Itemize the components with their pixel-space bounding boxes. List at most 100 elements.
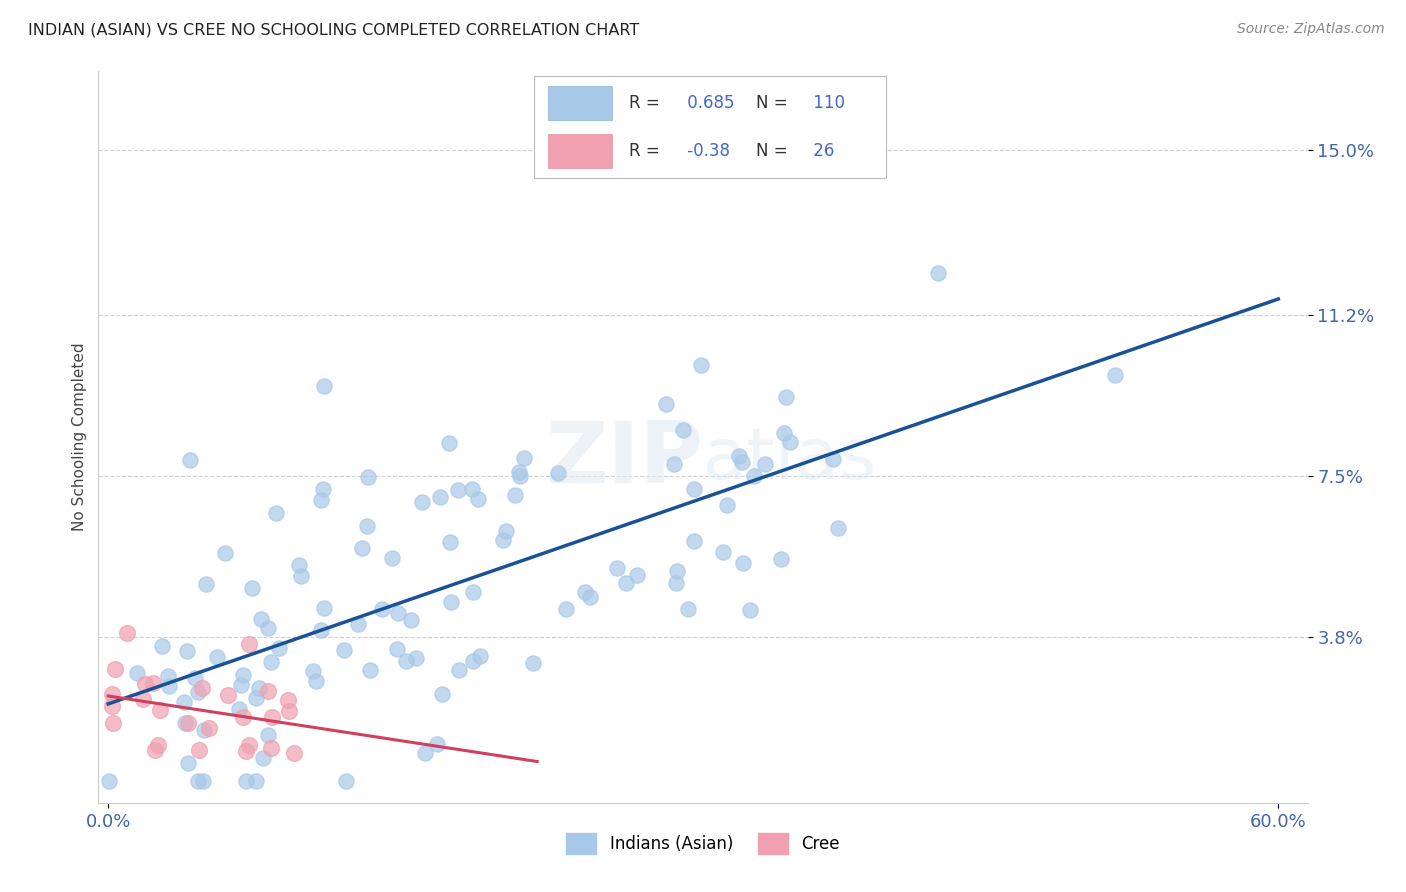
Point — [256, 683, 278, 698]
Point — [508, 465, 530, 479]
Point — [733, 556, 755, 570]
Point — [184, 672, 207, 686]
Point — [193, 774, 215, 789]
Point — [740, 603, 762, 617]
Point — [823, 451, 845, 466]
Point — [195, 577, 218, 591]
FancyBboxPatch shape — [548, 87, 612, 120]
Point — [672, 423, 695, 437]
Point — [429, 491, 451, 505]
Text: N =: N = — [756, 94, 787, 112]
Point — [238, 738, 260, 752]
Point — [682, 533, 704, 548]
Point — [173, 695, 195, 709]
Point — [245, 774, 267, 789]
Point — [779, 434, 801, 449]
Point — [492, 533, 515, 547]
Point — [257, 729, 280, 743]
Point — [177, 756, 200, 771]
Point — [426, 737, 449, 751]
Point — [134, 676, 156, 690]
Point — [235, 744, 257, 758]
Point — [217, 688, 239, 702]
Text: 26: 26 — [808, 142, 835, 161]
Point — [287, 558, 309, 572]
Point — [312, 379, 335, 393]
Point — [193, 723, 215, 737]
Point — [260, 740, 283, 755]
Point — [104, 662, 127, 676]
Point — [415, 746, 437, 760]
Point — [267, 641, 290, 656]
Point — [197, 721, 219, 735]
Point — [405, 651, 427, 665]
Point — [440, 595, 463, 609]
Point — [257, 621, 280, 635]
Point — [305, 673, 328, 688]
Point — [387, 606, 409, 620]
Point — [395, 654, 418, 668]
Point — [187, 774, 209, 789]
Point — [827, 521, 849, 535]
Point — [228, 702, 250, 716]
Point — [356, 518, 378, 533]
Point — [509, 469, 531, 483]
Point — [188, 743, 211, 757]
Point — [711, 545, 734, 559]
Point — [616, 575, 638, 590]
Point — [773, 426, 796, 441]
Point — [232, 710, 254, 724]
Point — [359, 663, 381, 677]
Point — [101, 716, 124, 731]
Point — [179, 453, 201, 467]
Point — [463, 585, 485, 599]
Point — [247, 681, 270, 696]
Point — [277, 693, 299, 707]
Point — [309, 492, 332, 507]
Legend: Indians (Asian), Cree: Indians (Asian), Cree — [560, 827, 846, 860]
Text: INDIAN (ASIAN) VS CREE NO SCHOOLING COMPLETED CORRELATION CHART: INDIAN (ASIAN) VS CREE NO SCHOOLING COMP… — [28, 22, 640, 37]
Point — [214, 546, 236, 560]
Point — [730, 455, 752, 469]
Point — [266, 506, 288, 520]
Point — [461, 482, 484, 496]
Point — [335, 774, 357, 789]
Point — [503, 488, 526, 502]
Point — [728, 449, 751, 463]
Point — [260, 655, 283, 669]
Point — [176, 644, 198, 658]
Point — [690, 359, 713, 373]
Point — [157, 680, 180, 694]
Point — [142, 676, 165, 690]
Point — [1104, 368, 1126, 383]
Point — [312, 601, 335, 615]
Point — [346, 616, 368, 631]
Point — [283, 747, 305, 761]
Point — [177, 716, 200, 731]
Point — [157, 668, 180, 682]
Point — [357, 470, 380, 484]
Point — [229, 678, 252, 692]
Point — [754, 457, 776, 471]
Point — [665, 575, 688, 590]
Point — [574, 585, 596, 599]
Text: R =: R = — [630, 94, 659, 112]
Point — [352, 541, 374, 556]
Point — [716, 498, 738, 512]
Text: ZIP: ZIP — [546, 417, 703, 500]
Point — [150, 639, 173, 653]
Point — [146, 738, 169, 752]
Point — [98, 774, 121, 789]
Point — [290, 569, 312, 583]
Point — [309, 624, 332, 638]
Point — [187, 685, 209, 699]
Point — [467, 491, 489, 506]
Point — [927, 266, 949, 280]
Point — [149, 703, 172, 717]
Point — [371, 602, 394, 616]
Text: 110: 110 — [808, 94, 845, 112]
Y-axis label: No Schooling Completed: No Schooling Completed — [72, 343, 87, 532]
Point — [240, 581, 263, 595]
Point — [101, 687, 124, 701]
Text: atlas: atlas — [703, 425, 877, 493]
